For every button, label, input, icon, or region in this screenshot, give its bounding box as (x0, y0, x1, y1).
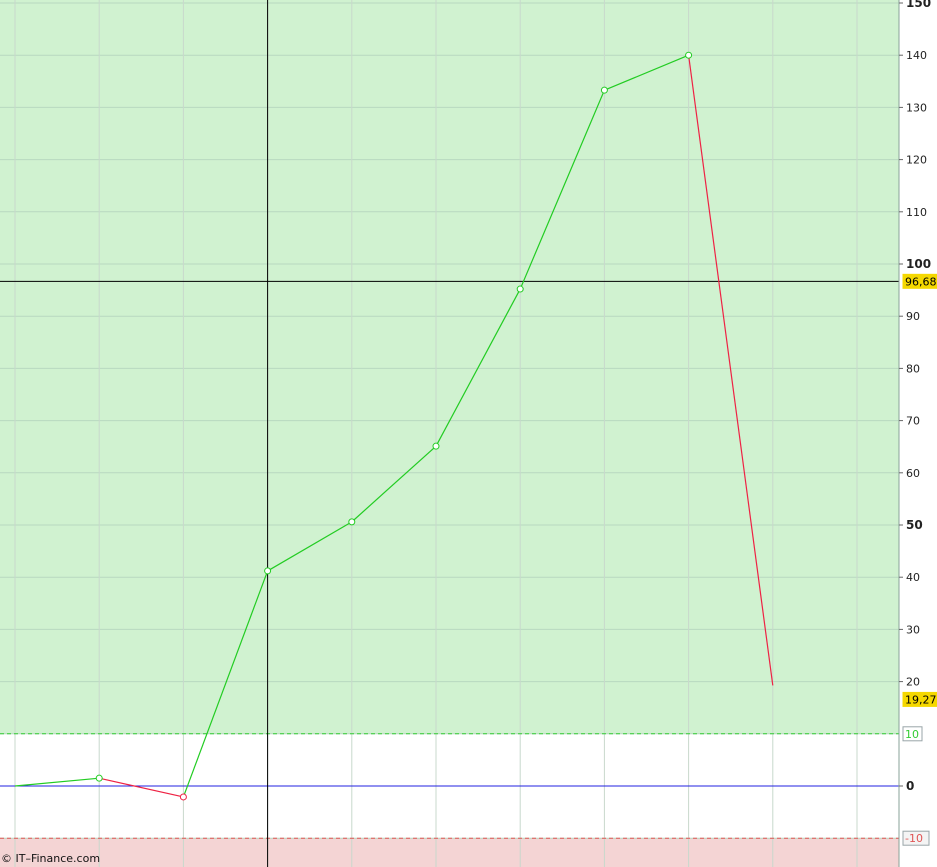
y-tick-label: 30 (906, 623, 920, 636)
series-segment (435, 288, 521, 447)
y-tick-label: 20 (906, 676, 920, 689)
upper-level-label: 10 (905, 728, 919, 741)
data-point (685, 51, 693, 59)
series-segment (14, 777, 100, 787)
series-segment (688, 55, 774, 686)
data-point (600, 86, 608, 94)
data-point (516, 285, 524, 293)
y-tick-label: 50 (906, 518, 923, 532)
y-tick-label: 70 (906, 415, 920, 428)
data-point (179, 793, 187, 801)
y-tick-label: 130 (906, 101, 927, 114)
y-tick-label: 0 (906, 779, 914, 793)
lower-level-label-box (902, 830, 930, 846)
series-segment (182, 570, 269, 798)
series-segment (519, 89, 605, 290)
last-value-label: 19,27 (905, 693, 937, 706)
series-segment (267, 521, 353, 572)
series-segment (99, 777, 184, 798)
y-tick-label: 100 (906, 257, 931, 271)
data-point (348, 518, 356, 526)
y-tick-label: 40 (906, 571, 920, 584)
crosshair-value-label: 96,68 (905, 275, 937, 288)
series-segment (351, 445, 437, 523)
last-value-label-box (902, 691, 937, 707)
y-tick-label: 110 (906, 206, 927, 219)
series-segment (604, 54, 689, 91)
y-tick-label: 150 (906, 0, 931, 10)
lower-level-label: -10 (905, 832, 923, 845)
zone-below-lower (0, 838, 899, 867)
data-point (432, 442, 440, 450)
y-axis-background (899, 0, 937, 867)
upper-level-label-box (902, 726, 923, 742)
y-tick-label: 90 (906, 310, 920, 323)
y-tick-label: 60 (906, 467, 920, 480)
data-point (95, 774, 103, 782)
copyright-text: © IT–Finance.com (1, 852, 101, 865)
y-tick-label: 140 (906, 49, 927, 62)
zone-above-upper (0, 0, 899, 734)
y-tick-label: 120 (906, 154, 927, 167)
data-point (264, 567, 272, 575)
y-tick-label: 80 (906, 362, 920, 375)
crosshair-value-label-box (902, 273, 937, 289)
